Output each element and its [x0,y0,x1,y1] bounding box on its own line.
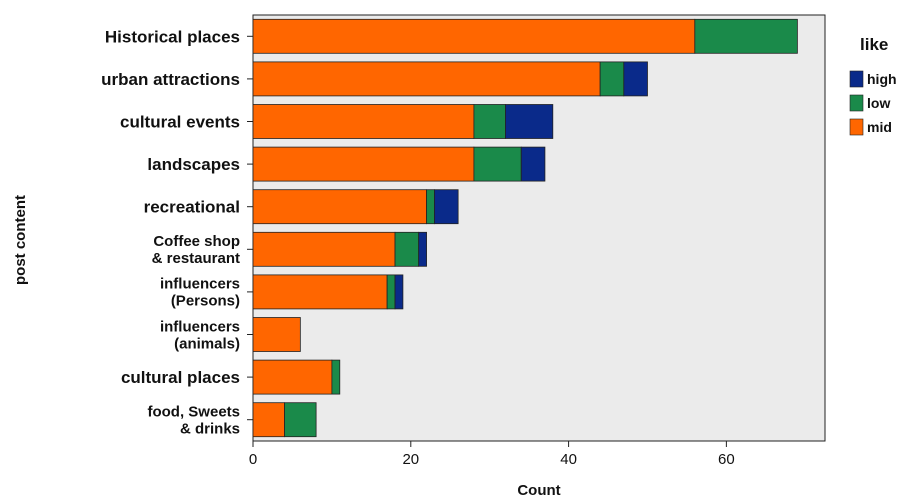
bar-segment [599,61,625,97]
legend-label: high [867,71,897,87]
x-axis-title: Count [517,482,560,499]
legend-label: mid [867,119,892,135]
bar-segment [252,231,396,267]
bar-segment [623,61,648,97]
bar-segment [331,359,341,395]
bar-segment [284,402,317,438]
category-label: (animals) [174,335,240,352]
bar-segment [394,231,420,267]
bar-segment [694,18,798,54]
category-label: urban attractions [101,70,240,89]
legend-label: low [867,95,890,111]
x-tick-label: 60 [718,451,735,468]
category-label: cultural places [121,368,240,387]
bar-segment [252,18,696,54]
bar-segment [434,189,459,225]
bar-segment [386,274,396,310]
category-label: influencers [160,276,240,293]
category-label: Historical places [105,27,240,46]
category-label: landscapes [147,155,240,174]
legend: high low mid [849,70,897,136]
legend-swatch [849,94,864,112]
x-tick-label: 0 [249,451,257,468]
bar-segment [252,402,285,438]
x-tick-label: 20 [402,451,419,468]
bar-segment [394,274,404,310]
legend-swatch [849,118,864,136]
category-label: Coffee shop [153,233,240,250]
x-axis-ticks: 0 20 40 60 [249,441,735,468]
category-label: (Persons) [171,293,240,310]
bar-segment [252,274,388,310]
y-axis-title: post content [12,195,29,285]
bar-segment [426,189,435,225]
bar-segment [252,359,333,395]
bar-segment [473,146,522,182]
category-labels: Historical places urban attractions cultur… [101,27,253,437]
bar-segment [520,146,546,182]
bar-segment [252,317,301,352]
category-label: food, Sweets [147,403,240,420]
bar-segment [252,189,427,225]
legend-title: like [860,35,888,54]
bars-layer [252,18,798,438]
category-label: influencers [160,318,240,335]
x-tick-label: 40 [560,451,577,468]
bar-segment [505,104,554,139]
category-label: & drinks [180,420,240,437]
bar-segment [473,104,506,139]
category-label: cultural events [120,112,240,131]
legend-swatch [849,70,864,88]
bar-segment [418,231,427,267]
bar-segment [252,146,475,182]
bar-segment [252,104,475,139]
category-label: recreational [144,198,240,217]
category-label: & restaurant [152,250,240,267]
bar-segment [252,61,601,97]
